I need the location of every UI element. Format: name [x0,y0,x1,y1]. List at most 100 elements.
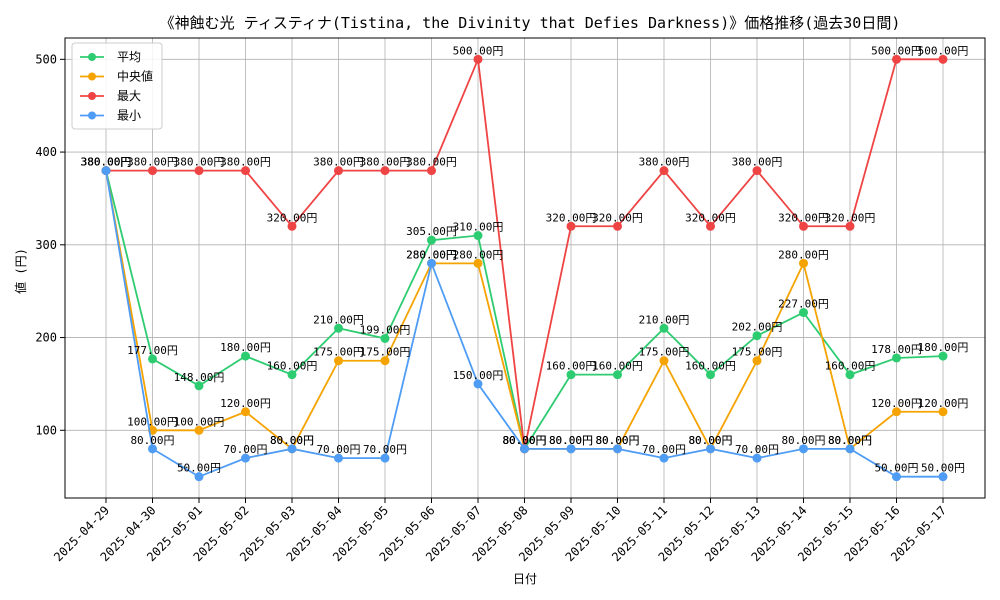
data-label: 500.00円 [871,44,922,57]
data-point [613,444,622,454]
data-label: 80.00円 [502,434,546,447]
data-label: 50.00円 [874,462,918,475]
data-point [520,444,529,454]
data-point [194,425,204,435]
data-label: 380.00円 [81,156,132,169]
data-point [566,444,576,454]
legend-marker [88,72,96,81]
y-axis-label: 値 (円) [13,248,28,294]
data-label: 380.00円 [313,156,364,169]
data-point [287,444,297,454]
data-label: 202.00円 [732,321,783,334]
legend-entry: 平均 [117,50,141,64]
data-label: 280.00円 [453,248,504,261]
data-point [427,235,436,245]
legend-marker [88,111,96,120]
data-label: 177.00円 [127,344,178,357]
data-point [799,221,808,231]
data-point [148,166,157,176]
data-point [380,333,390,343]
data-label: 148.00円 [174,371,225,384]
data-point [613,370,622,380]
data-label: 227.00円 [778,298,829,311]
data-label: 310.00円 [453,221,504,234]
data-label: 160.00円 [546,360,597,373]
data-label: 320.00円 [685,211,736,224]
data-label: 100.00円 [174,415,225,428]
data-label: 380.00円 [81,156,132,169]
data-point [287,221,297,231]
data-label: 380.00円 [81,156,132,169]
data-point [892,54,901,64]
y-tick-label: 300 [35,238,57,252]
y-tick-label: 500 [35,52,57,66]
data-label: 500.00円 [453,44,504,57]
data-point [892,353,901,363]
data-point [473,54,483,64]
data-label: 380.00円 [732,156,783,169]
data-point [799,444,808,454]
data-label: 320.00円 [267,211,318,224]
data-label: 380.00円 [406,156,457,169]
data-label: 320.00円 [825,211,876,224]
data-label: 199.00円 [360,323,411,336]
legend-entry: 最小 [117,109,141,123]
data-point [566,221,576,231]
data-label: 80.00円 [595,434,639,447]
data-point [334,453,343,463]
data-point [101,166,111,176]
series-lines [101,54,948,482]
data-label: 380.00円 [127,156,178,169]
data-label: 70.00円 [642,443,686,456]
data-label: 80.00円 [595,434,639,447]
data-point [380,453,390,463]
data-label: 380.00円 [639,156,690,169]
data-point [241,453,250,463]
data-label: 160.00円 [685,360,736,373]
data-point [241,351,250,361]
data-point [380,356,390,366]
data-label: 80.00円 [270,434,314,447]
data-label: 80.00円 [502,434,546,447]
data-label: 50.00円 [177,462,221,475]
data-point [659,356,669,366]
data-label: 120.00円 [220,397,271,410]
data-point [892,407,901,417]
data-point [473,379,483,389]
data-label: 280.00円 [778,248,829,261]
data-label: 380.00円 [81,156,132,169]
data-label: 180.00円 [220,341,271,354]
data-point [845,221,855,231]
data-point [938,407,948,417]
data-point [194,166,204,176]
y-tick-label: 100 [35,423,57,437]
data-point [566,370,576,380]
data-point [752,356,762,366]
data-point [380,166,390,176]
data-point [241,407,250,417]
data-label: 180.00円 [918,341,969,354]
legend-entry: 中央値 [117,69,153,84]
data-label: 80.00円 [502,434,546,447]
data-label: 175.00円 [732,346,783,359]
data-label: 80.00円 [688,434,732,447]
legend-marker [88,92,96,100]
data-point [752,166,762,176]
data-label: 175.00円 [360,346,411,359]
data-labels: 380.00円 177.00円 148.00円 180.00円 160.00円 210.0… [81,44,969,474]
data-point [799,308,808,318]
chart-title: 《神蝕む光 ティスティナ(Tistina, the Divinity that … [160,14,901,32]
data-point [706,221,715,231]
data-point [241,166,250,176]
data-point [334,166,343,176]
data-point [938,351,948,361]
data-label: 80.00円 [270,434,314,447]
y-tick-label: 400 [35,145,57,159]
data-label: 160.00円 [592,360,643,373]
data-label: 320.00円 [778,211,829,224]
data-label: 50.00円 [921,462,965,475]
data-point [752,453,762,463]
